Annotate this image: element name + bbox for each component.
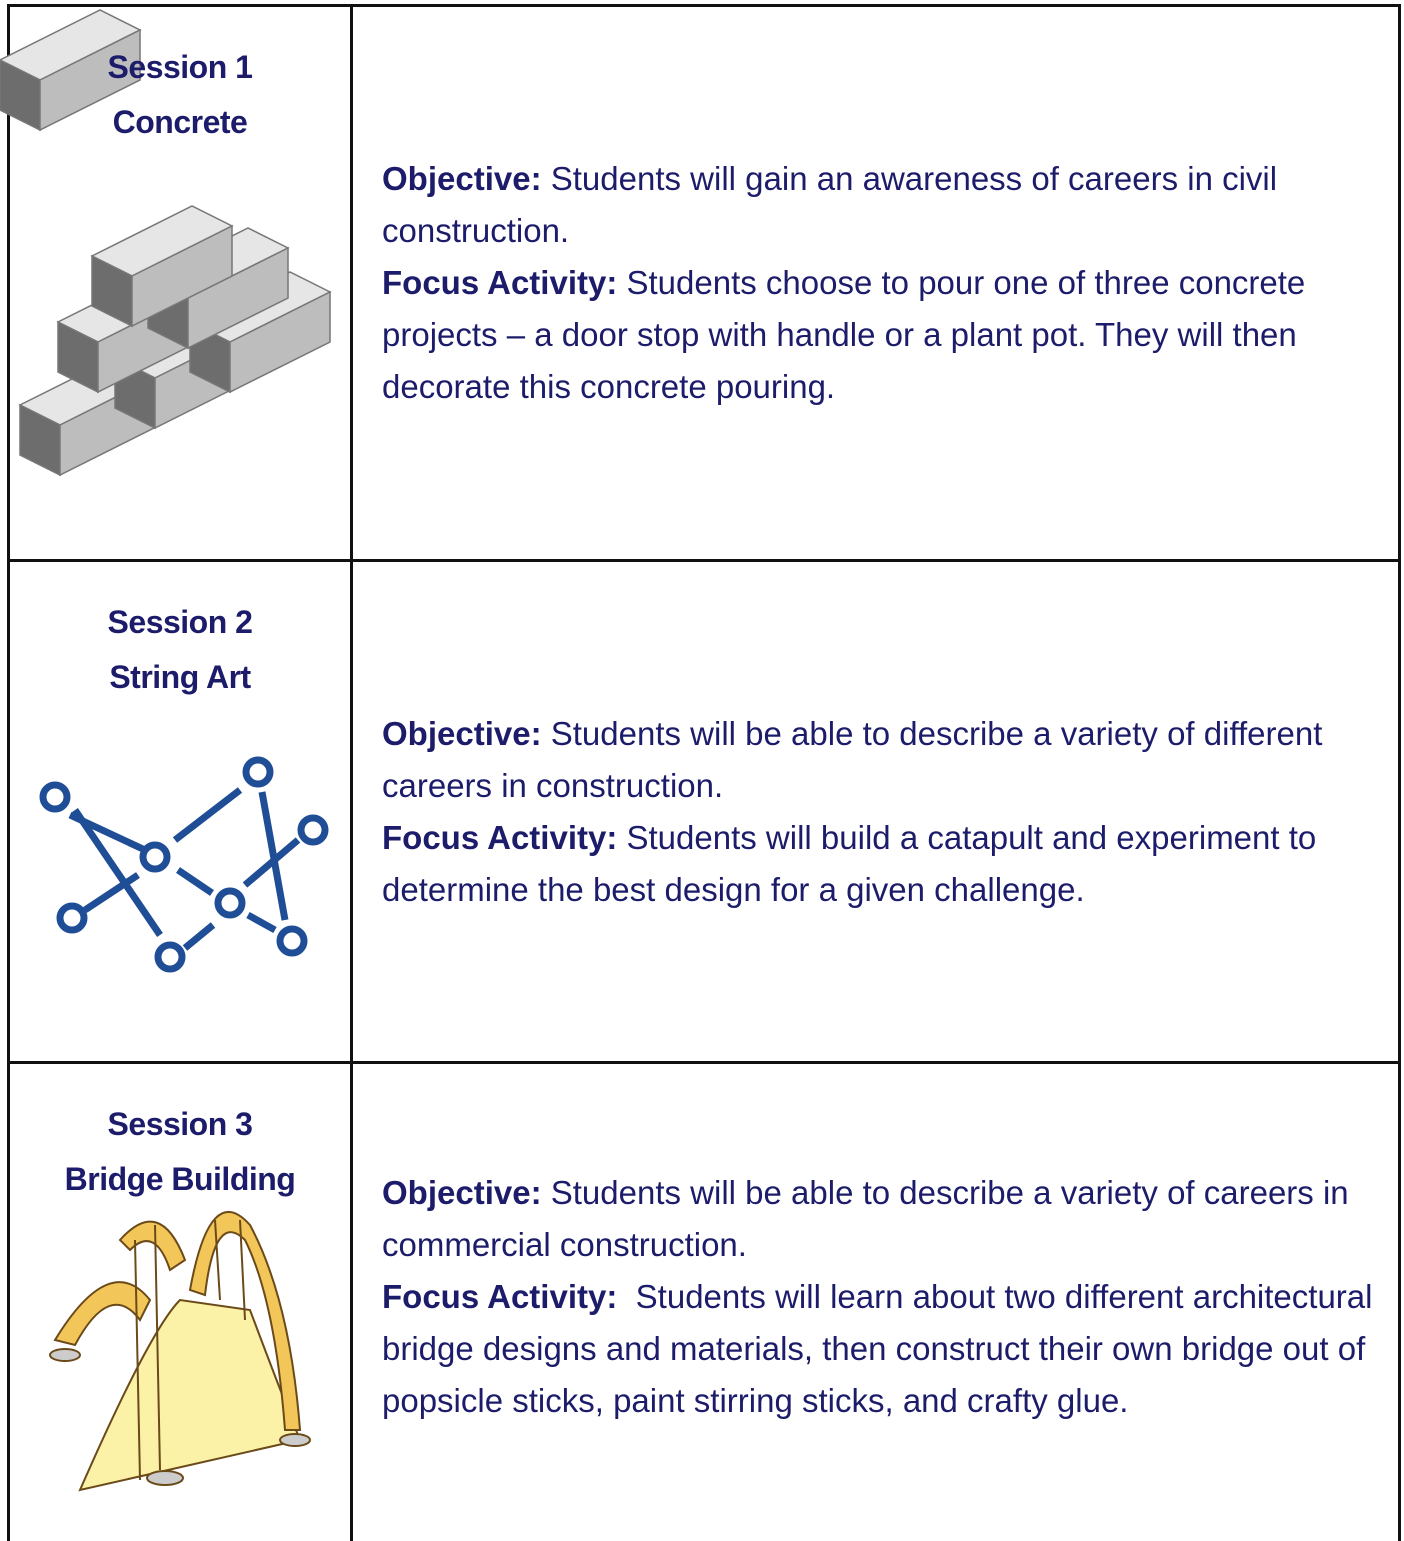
objective-text: Students will gain an awareness of caree… bbox=[382, 160, 1278, 249]
objective-text: Students will be able to describe a vari… bbox=[382, 714, 1323, 804]
border bbox=[1398, 4, 1401, 1541]
bricks-icon bbox=[0, 9, 331, 476]
string-art-icon bbox=[39, 756, 329, 973]
border bbox=[7, 559, 1401, 562]
focus-activity: Focus Activity: Students will learn abou… bbox=[382, 1271, 1382, 1427]
bridge-icon bbox=[49, 1210, 311, 1492]
session-number: Session 2 bbox=[107, 604, 253, 640]
border bbox=[7, 1061, 1401, 1064]
objective: Objective: Students will be able to desc… bbox=[382, 708, 1382, 812]
session-description: Objective: Students will gain an awarene… bbox=[382, 7, 1382, 559]
session-title: Concrete bbox=[112, 104, 248, 140]
focus-label: Focus Activity: bbox=[382, 818, 618, 856]
focus-label: Focus Activity: bbox=[382, 264, 618, 301]
focus-label: Focus Activity: bbox=[382, 1277, 618, 1315]
focus-activity: Focus Activity: Students choose to pour … bbox=[382, 257, 1382, 413]
session-number: Session 3 bbox=[107, 1106, 253, 1142]
session-title: Bridge Building bbox=[64, 1161, 296, 1197]
objective-label: Objective: bbox=[382, 160, 542, 197]
border bbox=[7, 4, 1401, 7]
session-number: Session 1 bbox=[107, 49, 253, 85]
session-description: Objective: Students will be able to desc… bbox=[382, 562, 1382, 1061]
objective: Objective: Students will gain an awarene… bbox=[382, 153, 1382, 257]
objective: Objective: Students will be able to desc… bbox=[382, 1167, 1382, 1271]
objective-label: Objective: bbox=[382, 1173, 542, 1211]
session-heading: Session 1 Concrete bbox=[10, 40, 350, 150]
session-heading: Session 3 Bridge Building bbox=[10, 1097, 350, 1207]
focus-text: Students will learn about two different … bbox=[382, 1277, 1382, 1419]
session-heading: Session 2 String Art bbox=[10, 595, 350, 705]
border bbox=[7, 4, 10, 1541]
objective-text: Students will be able to describe a vari… bbox=[382, 1173, 1349, 1263]
session-title: String Art bbox=[109, 659, 251, 695]
border bbox=[350, 4, 353, 1541]
session-description: Objective: Students will be able to desc… bbox=[382, 1064, 1382, 1529]
focus-text: Students will build a catapult and exper… bbox=[382, 818, 1326, 908]
objective-label: Objective: bbox=[382, 714, 542, 752]
focus-activity: Focus Activity: Students will build a ca… bbox=[382, 812, 1382, 916]
focus-text: Students choose to pour one of three con… bbox=[382, 264, 1315, 405]
